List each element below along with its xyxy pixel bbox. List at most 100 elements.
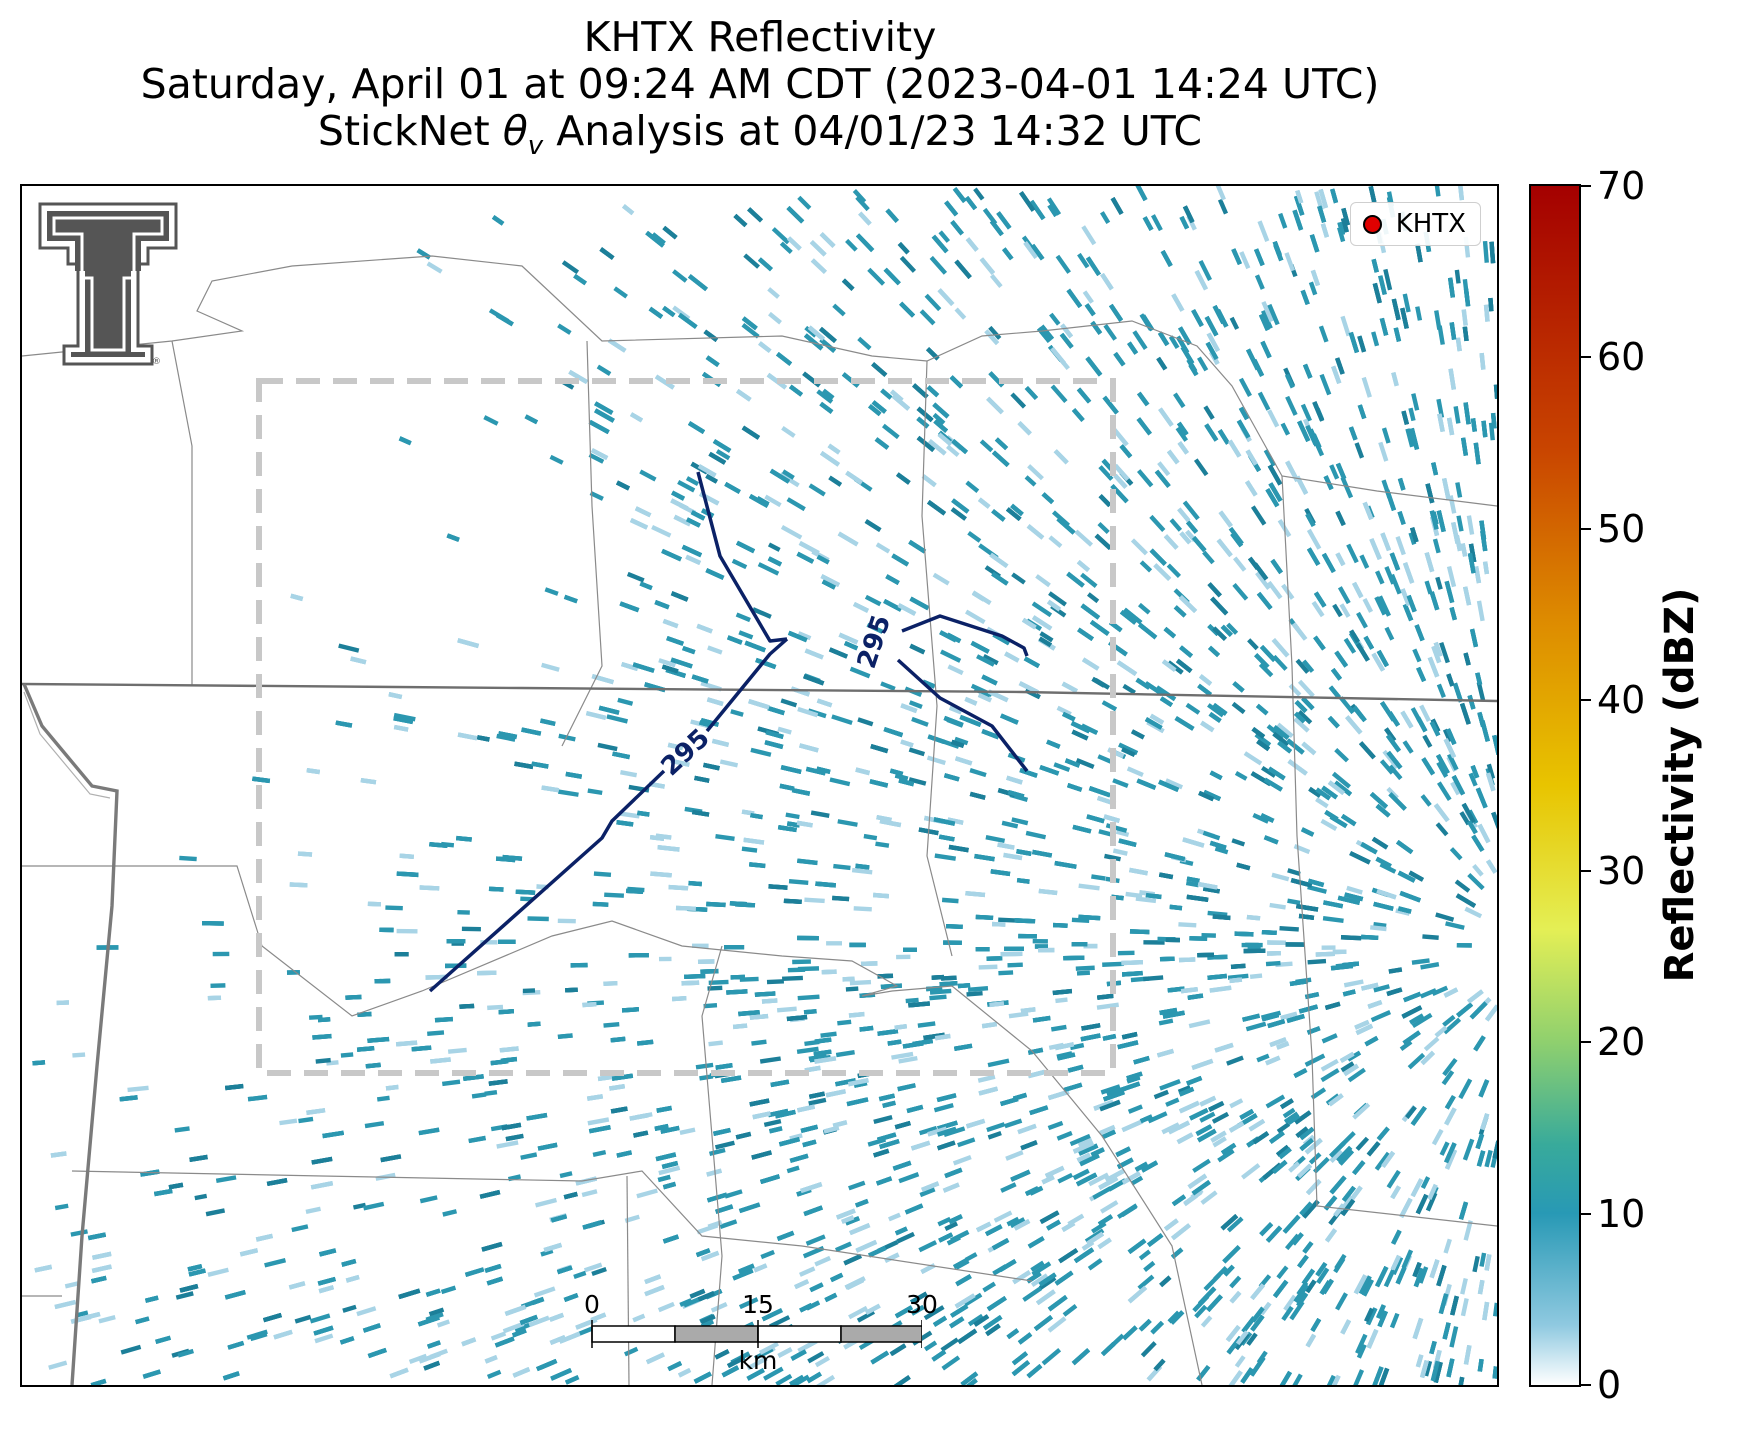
reflectivity-gate xyxy=(940,649,962,663)
reflectivity-gate xyxy=(1005,507,1022,522)
reflectivity-gate xyxy=(934,1033,951,1041)
reflectivity-gate xyxy=(1463,402,1471,425)
reflectivity-gate xyxy=(978,1086,999,1096)
reflectivity-gate xyxy=(1242,1013,1261,1022)
title-line-3: StickNet θv Analysis at 04/01/23 14:32 U… xyxy=(0,108,1520,170)
reflectivity-gate xyxy=(1328,685,1341,699)
reflectivity-gate xyxy=(1208,712,1222,723)
reflectivity-gate xyxy=(1455,893,1477,908)
reflectivity-gate xyxy=(501,1122,522,1131)
analysis-domain-box xyxy=(256,378,1116,1076)
reflectivity-gate xyxy=(1251,1306,1265,1323)
reflectivity-gate xyxy=(699,1074,714,1081)
reflectivity-gate xyxy=(588,452,605,464)
reflectivity-gate xyxy=(738,1202,761,1214)
reflectivity-gate xyxy=(904,1203,924,1215)
reflectivity-gate xyxy=(1290,878,1313,888)
reflectivity-gate xyxy=(986,956,1003,961)
reflectivity-gate xyxy=(944,1221,959,1231)
reflectivity-gate xyxy=(1241,942,1263,948)
reflectivity-gate xyxy=(939,981,958,987)
reflectivity-gate xyxy=(732,1268,754,1281)
reflectivity-gate xyxy=(1269,902,1286,910)
reflectivity-gate xyxy=(1265,1055,1281,1066)
reflectivity-gate xyxy=(550,1368,572,1381)
reflectivity-gate xyxy=(609,1084,626,1091)
reflectivity-gate xyxy=(1459,811,1471,826)
reflectivity-gate xyxy=(1299,1201,1313,1216)
reflectivity-gate xyxy=(311,1156,333,1165)
reflectivity-gate xyxy=(800,1124,819,1133)
reflectivity-gate xyxy=(1127,1104,1143,1114)
reflectivity-gate xyxy=(764,494,782,508)
reflectivity-gate xyxy=(1401,410,1410,425)
reflectivity-gate xyxy=(1265,488,1280,508)
reflectivity-gate xyxy=(1282,1107,1296,1119)
reflectivity-gate xyxy=(741,846,758,853)
reflectivity-gate xyxy=(1171,1194,1187,1207)
reflectivity-gate xyxy=(1230,963,1246,969)
reflectivity-gate xyxy=(695,1062,714,1070)
reflectivity-gate xyxy=(1175,426,1189,442)
reflectivity-gate xyxy=(917,1021,936,1028)
reflectivity-gate xyxy=(1110,197,1124,215)
reflectivity-gate xyxy=(992,921,1006,927)
reflectivity-gate xyxy=(621,661,639,672)
reflectivity-gate xyxy=(703,1003,718,1009)
reflectivity-gate xyxy=(618,811,640,819)
reflectivity-gate xyxy=(1306,1026,1321,1035)
reflectivity-gate xyxy=(1140,1341,1157,1358)
reflectivity-gate xyxy=(1185,702,1201,715)
reflectivity-gate xyxy=(1401,1005,1423,1019)
reflectivity-gate xyxy=(810,258,827,274)
reflectivity-gate xyxy=(661,1160,679,1169)
title-line-3-prefix: StickNet xyxy=(317,107,503,155)
reflectivity-gate xyxy=(735,612,751,623)
reflectivity-gate xyxy=(1386,1169,1401,1189)
reflectivity-gate xyxy=(363,1201,385,1211)
reflectivity-gate xyxy=(565,987,578,993)
reflectivity-gate xyxy=(1420,1050,1435,1066)
reflectivity-gate xyxy=(1295,658,1310,674)
reflectivity-gate xyxy=(1366,1141,1381,1157)
reflectivity-gate xyxy=(726,989,748,995)
reflectivity-gate xyxy=(797,935,819,941)
contour-line-southwest xyxy=(705,637,789,733)
scale-tick-15: 15 xyxy=(742,1290,774,1319)
reflectivity-gate xyxy=(1435,822,1449,837)
reflectivity-gate xyxy=(396,871,419,878)
reflectivity-gate xyxy=(202,921,224,926)
reflectivity-gate xyxy=(592,901,609,907)
reflectivity-gate xyxy=(1288,1161,1301,1173)
reflectivity-gate xyxy=(1239,1108,1255,1120)
reflectivity-gate xyxy=(873,1114,893,1125)
reflectivity-gate xyxy=(954,736,969,746)
reflectivity-gate xyxy=(697,959,715,964)
reflectivity-gate xyxy=(797,195,812,210)
reflectivity-gate xyxy=(991,509,1006,522)
reflectivity-gate xyxy=(777,726,792,735)
reflectivity-gate xyxy=(1478,1079,1490,1098)
reflectivity-gate xyxy=(748,699,770,710)
reflectivity-gate xyxy=(977,692,992,703)
reflectivity-gate xyxy=(916,416,930,429)
reflectivity-gate xyxy=(598,705,620,715)
reflectivity-gate xyxy=(338,643,360,653)
reflectivity-gate xyxy=(1212,1136,1227,1148)
county-line xyxy=(1281,475,1497,1227)
reflectivity-gate xyxy=(889,768,904,777)
reflectivity-gate xyxy=(1010,1169,1031,1182)
radar-map[interactable]: 295 295 ® KHTX 0 15 30 km xyxy=(20,184,1499,1387)
reflectivity-gate xyxy=(1153,1358,1166,1372)
reflectivity-gate xyxy=(72,1052,86,1058)
reflectivity-gate xyxy=(883,726,904,738)
reflectivity-gate xyxy=(1421,757,1436,776)
reflectivity-gate xyxy=(1039,1210,1060,1224)
reflectivity-gate xyxy=(175,1291,194,1300)
reflectivity-gate xyxy=(1479,352,1486,370)
reflectivity-gate xyxy=(955,1274,972,1287)
reflectivity-gate xyxy=(1267,766,1286,781)
reflectivity-gate xyxy=(791,787,811,796)
reflectivity-gate xyxy=(775,1373,793,1385)
reflectivity-gate xyxy=(1453,406,1461,424)
